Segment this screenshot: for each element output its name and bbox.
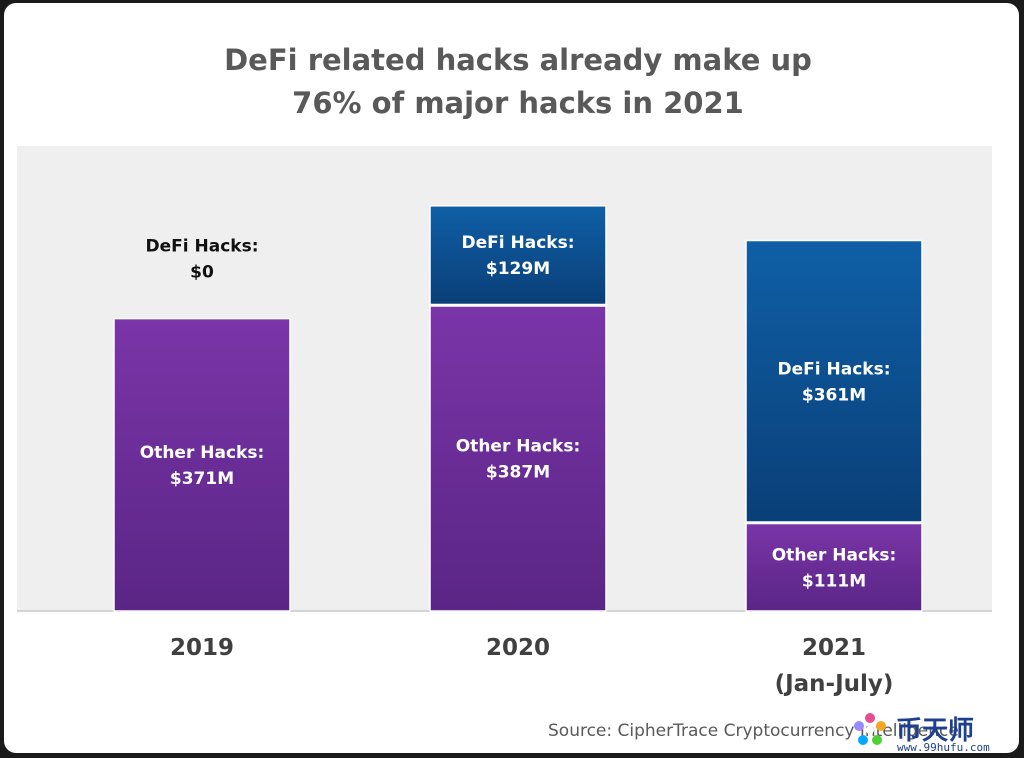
bar-label-other-2021-line-2: $111M bbox=[802, 571, 866, 591]
bar-label-defi-2021-line-1: DeFi Hacks: bbox=[778, 359, 891, 379]
chart: DeFi related hacks already make up 76% o… bbox=[17, 43, 992, 753]
bar-label-other-2019-line-2: $371M bbox=[170, 469, 234, 489]
watermark-flower-icon bbox=[854, 713, 886, 745]
x-tick-label-2019: 2019 bbox=[170, 635, 234, 661]
bar-defi-2020 bbox=[429, 205, 607, 306]
watermark-text: 币天师 bbox=[896, 716, 974, 746]
chart-title-line-2: 76% of major hacks in 2021 bbox=[292, 86, 744, 120]
bar-labels-layer: Other Hacks: $371M DeFi Hacks: $0 Other Hack… bbox=[140, 233, 897, 591]
bar-label-defi-2020-line-2: $129M bbox=[486, 259, 550, 279]
watermark: 币天师 www.99hufu.com bbox=[854, 713, 990, 753]
bar-label-defi-2020-line-1: DeFi Hacks: bbox=[462, 233, 575, 253]
x-tick-label-2021: 2021 bbox=[802, 635, 866, 661]
bar-other-2020 bbox=[429, 305, 607, 612]
x-axis-labels: 2019 2020 2021 (Jan-July) bbox=[170, 635, 893, 697]
chart-title-line-1: DeFi related hacks already make up bbox=[224, 43, 812, 77]
chart-frame: DeFi related hacks already make up 76% o… bbox=[4, 3, 1019, 753]
bar-other-2019 bbox=[113, 317, 291, 612]
bar-label-other-2019-line-1: Other Hacks: bbox=[140, 443, 265, 463]
bar-label-other-2020-line-2: $387M bbox=[486, 462, 550, 482]
bar-label-defi-2021-line-2: $361M bbox=[802, 385, 866, 405]
watermark-url: www.99hufu.com bbox=[897, 741, 990, 753]
bar-defi-2021 bbox=[745, 239, 923, 523]
x-tick-label-2020: 2020 bbox=[486, 635, 550, 661]
bar-label-other-2021-line-1: Other Hacks: bbox=[772, 545, 897, 565]
bar-label-other-2020-line-1: Other Hacks: bbox=[456, 436, 581, 456]
bar-other-2021 bbox=[745, 522, 923, 612]
bar-label-defi-2019-line-1: DeFi Hacks: bbox=[146, 237, 259, 257]
bars-layer bbox=[113, 205, 923, 612]
x-tick-sublabel-2021: (Jan-July) bbox=[775, 671, 894, 697]
bar-label-defi-2019-line-2: $0 bbox=[190, 263, 214, 283]
